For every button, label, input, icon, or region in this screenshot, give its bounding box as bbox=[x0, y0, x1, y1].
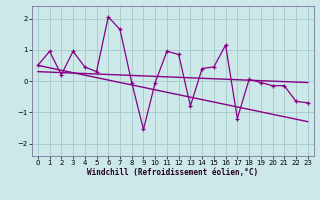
X-axis label: Windchill (Refroidissement éolien,°C): Windchill (Refroidissement éolien,°C) bbox=[87, 168, 258, 177]
